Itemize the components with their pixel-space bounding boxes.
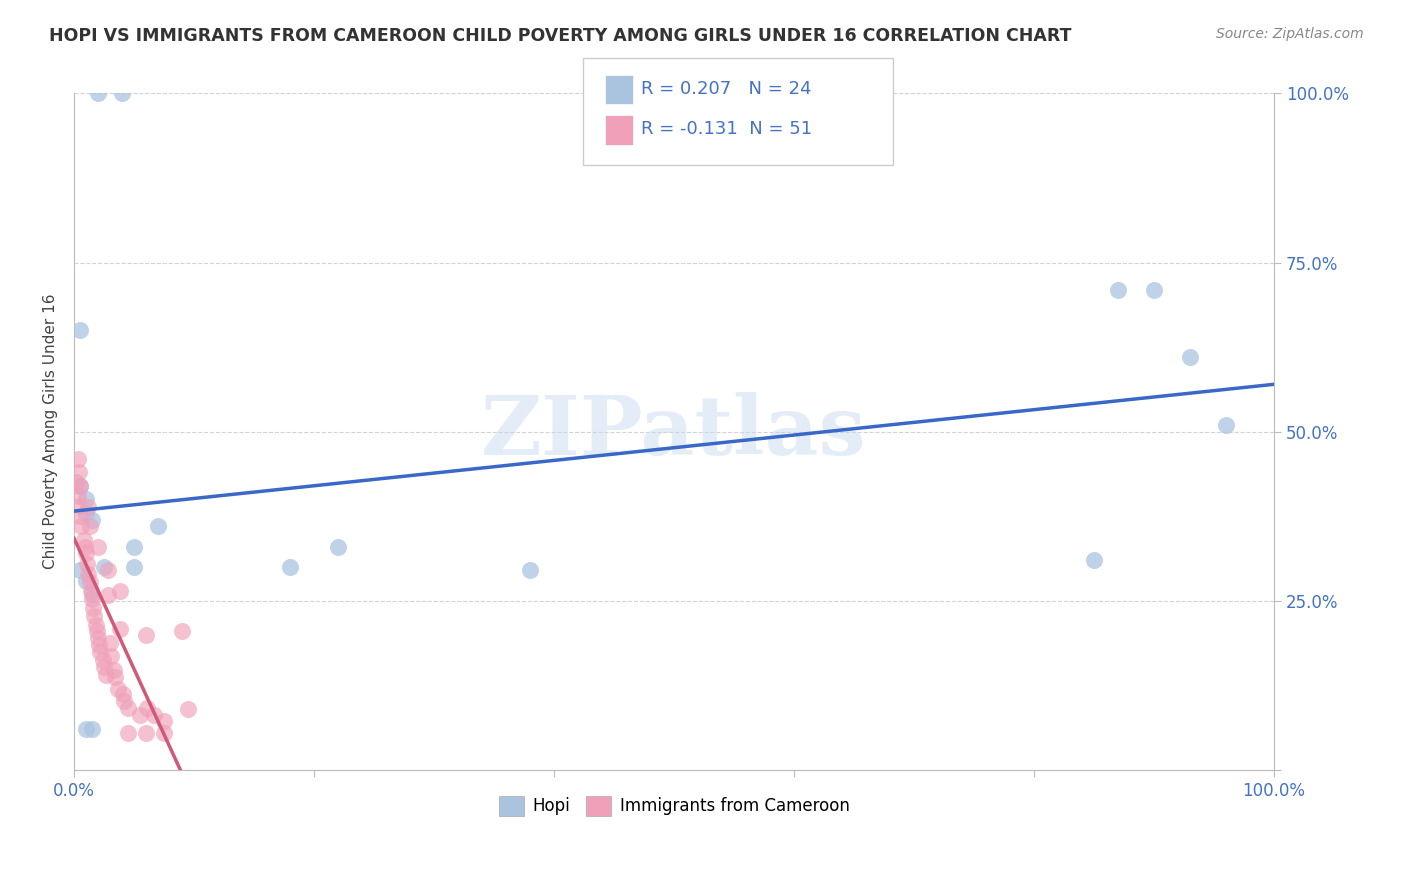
- Point: [79, 574, 101, 589]
- Point: [278, 560, 301, 574]
- Point: [89, 644, 111, 658]
- Point: [96, 668, 118, 682]
- Point: [117, 700, 139, 714]
- Point: [153, 714, 176, 729]
- Point: [79, 519, 101, 533]
- Point: [66, 489, 89, 503]
- Point: [1143, 283, 1166, 297]
- Point: [69, 563, 91, 577]
- Text: HOPI VS IMMIGRANTS FROM CAMEROON CHILD POVERTY AMONG GIRLS UNDER 16 CORRELATION : HOPI VS IMMIGRANTS FROM CAMEROON CHILD P…: [49, 27, 1071, 45]
- Point: [519, 563, 541, 577]
- Point: [87, 631, 110, 645]
- Point: [93, 560, 115, 574]
- Point: [136, 700, 159, 714]
- Text: R = -0.131  N = 51: R = -0.131 N = 51: [641, 120, 813, 138]
- Point: [135, 726, 157, 740]
- Point: [111, 87, 134, 101]
- Point: [1107, 283, 1129, 297]
- Point: [70, 519, 93, 533]
- Point: [75, 574, 97, 588]
- Point: [69, 509, 91, 524]
- Point: [104, 670, 127, 684]
- Point: [122, 540, 145, 554]
- Point: [86, 624, 108, 639]
- Point: [1083, 553, 1105, 567]
- Point: [135, 628, 157, 642]
- Point: [77, 500, 100, 515]
- Point: [108, 622, 131, 636]
- Point: [84, 617, 107, 632]
- Point: [122, 560, 145, 574]
- Point: [76, 557, 98, 571]
- Point: [103, 663, 125, 677]
- Point: [107, 681, 129, 696]
- Point: [80, 592, 103, 607]
- Text: R = 0.207   N = 24: R = 0.207 N = 24: [641, 80, 811, 98]
- Point: [143, 707, 166, 722]
- Point: [97, 589, 120, 603]
- Point: [77, 566, 100, 581]
- Point: [67, 499, 90, 513]
- Text: ZIPatlas: ZIPatlas: [481, 392, 868, 472]
- Point: [326, 540, 349, 554]
- Point: [100, 649, 122, 664]
- Point: [75, 723, 97, 737]
- Point: [91, 653, 114, 667]
- Legend: Hopi, Immigrants from Cameroon: Hopi, Immigrants from Cameroon: [492, 789, 856, 822]
- Point: [75, 546, 97, 560]
- Point: [172, 624, 194, 639]
- Point: [73, 540, 96, 554]
- Point: [67, 465, 90, 479]
- Point: [153, 726, 176, 740]
- Point: [80, 513, 103, 527]
- Point: [75, 492, 97, 507]
- Point: [108, 583, 131, 598]
- Point: [1215, 417, 1237, 432]
- Point: [80, 583, 103, 598]
- Point: [93, 660, 115, 674]
- Point: [66, 451, 89, 466]
- Point: [87, 87, 110, 101]
- Point: [83, 608, 105, 623]
- Point: [75, 506, 97, 520]
- Text: Source: ZipAtlas.com: Source: ZipAtlas.com: [1216, 27, 1364, 41]
- Point: [69, 479, 91, 493]
- Point: [1178, 351, 1201, 365]
- Point: [177, 702, 200, 716]
- Point: [73, 533, 96, 547]
- Point: [87, 540, 110, 554]
- Point: [82, 600, 104, 615]
- Point: [69, 323, 91, 337]
- Point: [80, 587, 103, 601]
- Y-axis label: Child Poverty Among Girls Under 16: Child Poverty Among Girls Under 16: [44, 294, 58, 569]
- Point: [89, 638, 111, 652]
- Point: [69, 479, 91, 493]
- Point: [65, 475, 87, 490]
- Point: [117, 726, 139, 740]
- Point: [146, 519, 169, 533]
- Point: [114, 694, 136, 708]
- Point: [80, 723, 103, 737]
- Point: [112, 687, 135, 701]
- Point: [98, 636, 121, 650]
- Point: [129, 707, 152, 722]
- Point: [97, 563, 120, 577]
